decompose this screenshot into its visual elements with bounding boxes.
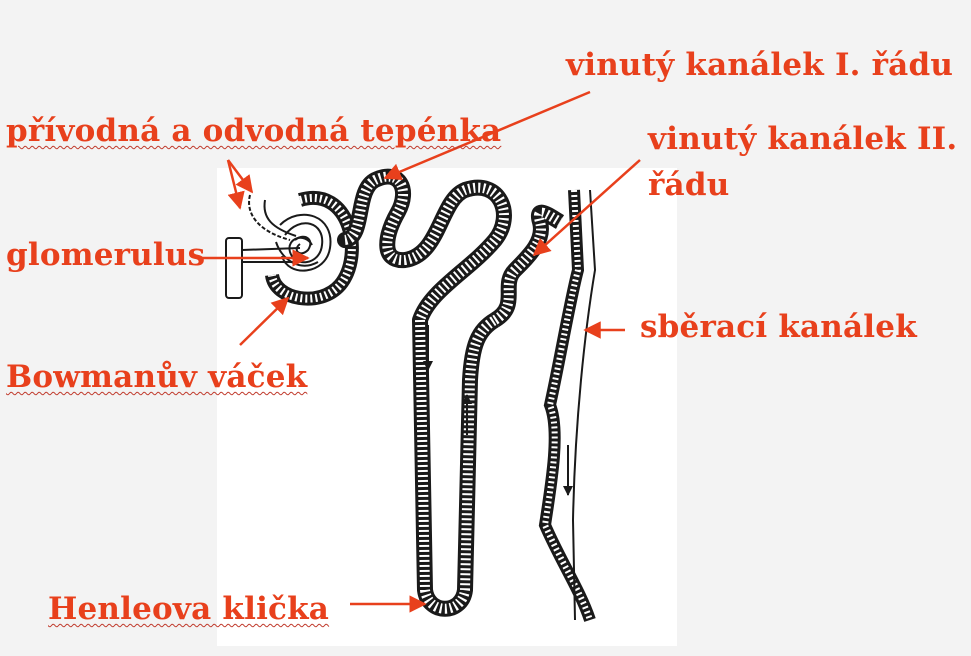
pointer-dct — [532, 159, 641, 257]
label-bowman: Bowmanův váček — [6, 359, 308, 395]
pointer-bowman — [239, 296, 290, 346]
arteriole — [225, 194, 301, 299]
annotation-arrows — [200, 90, 641, 613]
proximal-tubule — [337, 168, 512, 328]
glomerulus — [275, 213, 332, 272]
collecting-duct — [538, 189, 597, 622]
label-dct-line2: řádu — [648, 167, 730, 203]
label-henle: Henleova klička — [48, 591, 330, 627]
pointer-pct — [383, 90, 591, 180]
pointer-efferent — [227, 159, 254, 194]
pointer-afferent — [226, 159, 245, 210]
label-collecting: sběrací kanálek — [640, 309, 917, 345]
label-pct: vinutý kanálek I. řádu — [566, 47, 954, 83]
loop-of-henle — [412, 313, 500, 617]
label-glomerulus: glomerulus — [6, 237, 206, 273]
label-dct-line1: vinutý kanálek II. — [648, 121, 958, 157]
label-afferent-efferent: přívodná a odvodná tepénka — [6, 113, 502, 149]
bowman-capsule — [265, 191, 359, 306]
